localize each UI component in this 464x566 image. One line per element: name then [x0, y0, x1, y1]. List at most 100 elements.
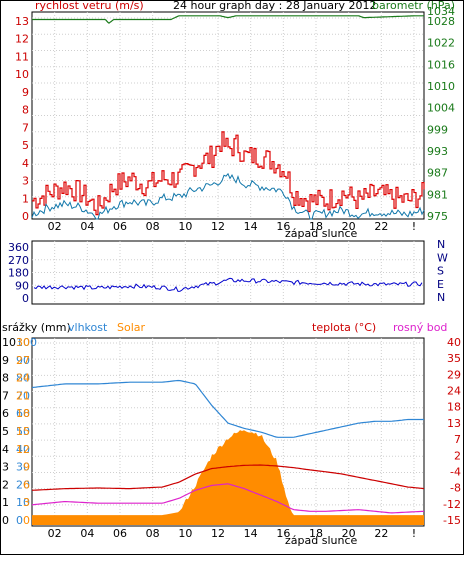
temp-y-tick: 2 [454, 449, 461, 462]
temp-y-tick: -4 [450, 465, 461, 478]
direction-y-tick: 270 [8, 254, 29, 267]
compass-label: W [437, 251, 448, 264]
temp-x-tick: 16 [276, 527, 290, 540]
baro-y-tick: 1022 [427, 37, 455, 50]
rain-y-tick: 1 [2, 496, 9, 509]
rain-y-tick: 2 [2, 478, 9, 491]
wind-y-tick: 1 [22, 192, 29, 205]
solar-area [32, 430, 424, 525]
direction-y-tick: 90 [15, 279, 29, 292]
wind-y-tick: 10 [15, 68, 29, 81]
humidity-y-tick: 50 [16, 425, 30, 438]
solar-y-tick: 9 [23, 461, 30, 474]
wind-x-tick: 22 [374, 220, 388, 233]
humidity-y-tick: 10 [16, 496, 30, 509]
sunset-label-top: západ slunce [285, 227, 357, 240]
legend-dew-point: rosný bod [393, 321, 447, 334]
baro-axis-label: barometr (hPa) [372, 0, 455, 12]
solar-y-tick: 21 [16, 389, 30, 402]
temp-y-tick: 35 [447, 352, 461, 365]
rain-y-tick: 3 [2, 461, 9, 474]
direction-y-tick: 0 [22, 292, 29, 305]
wind-y-tick: 12 [15, 33, 29, 46]
direction-gridlines [32, 241, 424, 304]
wind-x-tick: 10 [178, 220, 192, 233]
sunset-label-bottom: západ slunce [285, 534, 357, 547]
solar-y-tick: 15 [16, 425, 30, 438]
wind-y-tick: 5 [22, 139, 29, 152]
temp-x-tick: 12 [211, 527, 225, 540]
temp-y-tick: -12 [443, 498, 461, 511]
temp-y-tick: 40 [447, 336, 461, 349]
temp-y-tick: -15 [443, 514, 461, 527]
compass-label: S [437, 265, 444, 278]
temp-x-tick: 06 [113, 527, 127, 540]
wind-y-tick: 0 [22, 210, 29, 223]
wind-x-tick: 12 [211, 220, 225, 233]
solar-y-tick: 18 [16, 407, 30, 420]
baro-y-tick: 999 [427, 123, 448, 136]
temp-y-tick: -8 [450, 482, 461, 495]
legend-solar: Solar [117, 321, 146, 334]
legend-humidity: vlhkost [68, 321, 108, 334]
humidity-y-tick: 80 [16, 372, 30, 385]
rain-y-tick: 8 [2, 372, 9, 385]
temp-x-tick: 22 [374, 527, 388, 540]
solar-y-tick: 12 [16, 443, 30, 456]
chart-title: 24 hour graph day : 28 January 2012 [173, 0, 377, 12]
wind-avg-line [31, 172, 425, 220]
direction-y-tick: 360 [8, 241, 29, 254]
wind-y-tick: 11 [15, 50, 29, 63]
temp-y-tick: 29 [447, 368, 461, 381]
temp-x-tick: 18 [309, 527, 323, 540]
baro-y-tick: 1016 [427, 58, 455, 71]
rain-y-tick: 7 [2, 389, 9, 402]
humidity-y-tick: 40 [16, 443, 30, 456]
solar-y-tick: 30 [16, 336, 30, 349]
humidity-y-tick: 70 [16, 389, 30, 402]
temp-y-ticks-right: -15 -12 -8 -4 2 7 13 18 24 29 35 40 [443, 336, 461, 527]
temp-x-tick: 04 [80, 527, 94, 540]
baro-y-tick: 975 [427, 210, 448, 223]
humidity-y-tick: 100 [16, 336, 37, 349]
rain-y-tick: 9 [2, 354, 9, 367]
humidity-y-tick: 0 [16, 514, 23, 527]
direction-y-tick: 180 [8, 267, 29, 280]
baro-y-tick: 1010 [427, 80, 455, 93]
wind-x-tick: 14 [244, 220, 258, 233]
barometer-line [32, 15, 424, 24]
wind-gust-line [32, 131, 425, 216]
wind-x-tick: 20 [342, 220, 356, 233]
temp-panel-frame [31, 337, 425, 527]
temp-y-tick: 18 [447, 401, 461, 414]
compass-label: E [437, 278, 444, 291]
wind-y-tick: 3 [22, 175, 29, 188]
wind-y-tick: 7 [22, 121, 29, 134]
humidity-y-tick: 20 [16, 478, 30, 491]
wind-x-tick: 02 [48, 220, 62, 233]
wind-x-tick: 06 [113, 220, 127, 233]
humidity-y-tick: 90 [16, 354, 30, 367]
solar-y-tick: 0 [23, 514, 30, 527]
baro-y-tick: 987 [427, 167, 448, 180]
baro-y-tick: 1004 [427, 102, 455, 115]
solar-y-tick: 27 [16, 354, 30, 367]
temp-x-ticks: 02 04 06 08 10 12 14 16 18 20 22! [48, 527, 417, 540]
direction-series [33, 277, 423, 292]
humidity-y-tick: 60 [16, 407, 30, 420]
temp-series [31, 379, 425, 525]
rain-y-tick: 5 [2, 425, 9, 438]
wind-x-tick: ! [412, 220, 416, 233]
wind-y-tick: 13 [15, 15, 29, 28]
dew-point-line [31, 483, 425, 514]
solar-y-tick: 3 [23, 496, 30, 509]
rain-y-tick: 6 [2, 407, 9, 420]
rain-y-tick: 10 [2, 336, 16, 349]
solar-y-tick: 6 [23, 478, 30, 491]
